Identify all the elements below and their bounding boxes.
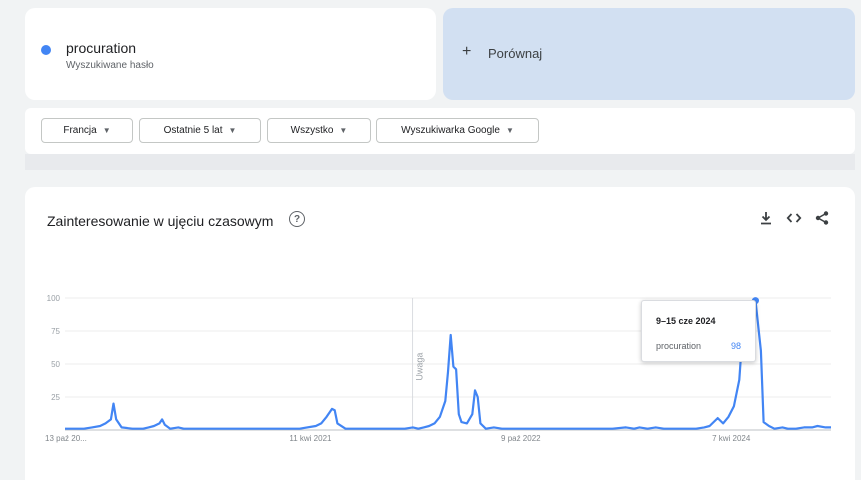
caret-down-icon: ▼ bbox=[228, 126, 237, 135]
category-filter-dropdown[interactable]: Wszystko ▼ bbox=[267, 118, 371, 143]
compare-button[interactable]: + Porównaj bbox=[443, 8, 855, 100]
chart-title: Zainteresowanie w ujęciu czasowym bbox=[47, 213, 274, 229]
x-tick-label: 11 kwi 2021 bbox=[289, 434, 332, 443]
region-filter-dropdown[interactable]: Francja ▼ bbox=[41, 118, 133, 143]
search-term-subtitle: Wyszukiwane hasło bbox=[66, 60, 154, 71]
data-tooltip: 9–15 cze 2024 procuration 98 bbox=[641, 300, 756, 362]
x-tick-label: 13 paź 20... bbox=[45, 434, 87, 443]
interest-over-time-panel: Zainteresowanie w ujęciu czasowym ? 100 7… bbox=[25, 187, 855, 480]
annotation-label[interactable]: Uwaga bbox=[415, 353, 425, 381]
filter-bar: Francja ▼ Ostatnie 5 lat ▼ Wszystko ▼ Wy… bbox=[25, 108, 855, 154]
search-term-card[interactable]: procuration Wyszukiwane hasło bbox=[25, 8, 436, 100]
y-tick-label: 100 bbox=[47, 294, 61, 303]
caret-down-icon: ▼ bbox=[339, 126, 348, 135]
compare-label: Porównaj bbox=[488, 46, 543, 61]
filter-label: Francja bbox=[63, 125, 97, 136]
caret-down-icon: ▼ bbox=[102, 126, 111, 135]
search-term-name: procuration bbox=[66, 40, 137, 56]
search-type-filter-dropdown[interactable]: Wyszukiwarka Google ▼ bbox=[376, 118, 539, 143]
download-icon[interactable] bbox=[757, 209, 775, 227]
filter-label: Wszystko bbox=[290, 125, 334, 136]
y-tick-label: 25 bbox=[51, 393, 60, 402]
time-range-filter-dropdown[interactable]: Ostatnie 5 lat ▼ bbox=[139, 118, 261, 143]
filter-label: Wyszukiwarka Google bbox=[401, 125, 500, 136]
x-tick-label: 9 paź 2022 bbox=[501, 434, 541, 443]
tooltip-date: 9–15 cze 2024 bbox=[656, 316, 716, 326]
y-tick-label: 50 bbox=[51, 360, 60, 369]
term-color-dot bbox=[41, 45, 51, 55]
filter-label: Ostatnie 5 lat bbox=[163, 125, 223, 136]
plus-icon: + bbox=[462, 43, 472, 60]
divider-strip bbox=[25, 154, 855, 170]
tooltip-value: 98 bbox=[730, 341, 741, 351]
share-icon[interactable] bbox=[813, 209, 831, 227]
y-tick-label: 75 bbox=[51, 327, 60, 336]
caret-down-icon: ▼ bbox=[505, 126, 514, 135]
x-tick-label: 7 kwi 2024 bbox=[712, 434, 751, 443]
tooltip-term: procuration bbox=[656, 341, 702, 351]
embed-code-icon[interactable] bbox=[785, 209, 803, 227]
help-icon[interactable]: ? bbox=[289, 211, 305, 227]
